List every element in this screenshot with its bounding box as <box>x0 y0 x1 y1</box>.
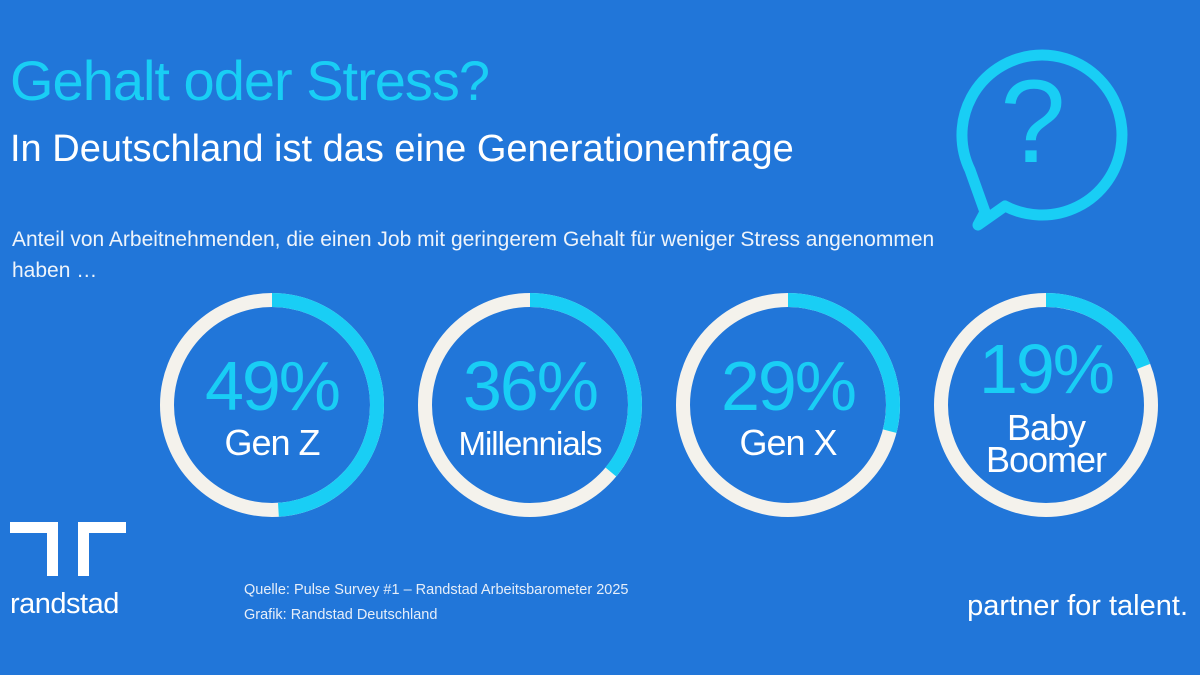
donut-category-label: Boomer <box>986 439 1107 480</box>
donut-category-label: Baby <box>1007 407 1086 448</box>
source-text: Quelle: Pulse Survey #1 – Randstad Arbei… <box>244 582 629 598</box>
donut-0: 49%Gen Z <box>160 293 384 517</box>
donut-value-label: 19% <box>979 330 1113 408</box>
tagline: partner for talent. <box>967 590 1188 622</box>
donut-value-label: 36% <box>463 347 597 425</box>
page-subtitle: In Deutschland ist das eine Generationen… <box>10 128 794 170</box>
question-speech-bubble-icon: ? <box>956 49 1128 231</box>
donut-value-arc <box>418 293 642 517</box>
chart-description: Anteil von Arbeitnehmenden, die einen Jo… <box>12 228 935 282</box>
page-title: Gehalt oder Stress? <box>10 49 490 112</box>
randstad-logo-icon <box>10 522 126 576</box>
donut-2: 29%Gen X <box>676 293 900 517</box>
source-note: Quelle: Pulse Survey #1 – Randstad Arbei… <box>244 578 628 628</box>
donut-category-label: Gen Z <box>224 422 319 463</box>
donut-category-label: Gen X <box>739 422 837 463</box>
donut-1: 36%Millennials <box>418 293 642 517</box>
donut-value-label: 49% <box>205 347 339 425</box>
svg-text:?: ? <box>1000 56 1066 188</box>
donut-value-arc <box>160 293 384 517</box>
donut-value-arc <box>676 293 900 517</box>
graphic-credit: Grafik: Randstad Deutschland <box>244 607 438 623</box>
donut-value-arc <box>934 293 1158 517</box>
brand-name: randstad <box>10 588 119 620</box>
donut-category-label: Millennials <box>458 425 602 462</box>
donut-value-label: 29% <box>721 347 855 425</box>
